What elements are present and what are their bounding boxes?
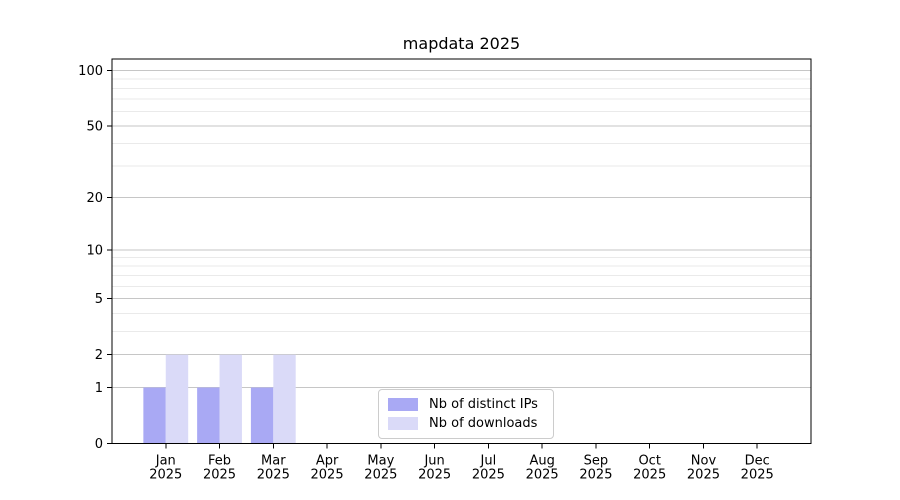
x-tick-label-year-mar: 2025 <box>257 468 290 483</box>
x-tick-label-month-apr: Apr <box>316 454 339 469</box>
y-tick-label-5: 5 <box>95 292 103 307</box>
x-tick-label-month-sep: Sep <box>584 454 609 469</box>
bar-nb-of-downloads-jan <box>165 354 189 444</box>
x-tick-label-month-aug: Aug <box>529 454 554 469</box>
x-tick-label-month-jul: Jul <box>480 454 497 469</box>
x-tick-label-month-jun: Jun <box>423 454 444 469</box>
legend-swatch-distinct-ips <box>388 398 418 411</box>
x-tick-label-year-feb: 2025 <box>203 468 236 483</box>
x-tick-label-month-dec: Dec <box>745 454 770 469</box>
x-tick-label-year-nov: 2025 <box>687 468 720 483</box>
x-tick-label-year-sep: 2025 <box>579 468 612 483</box>
bar-nb-of-distinct-ips-jan <box>143 387 166 444</box>
x-tick-label-year-aug: 2025 <box>526 468 559 483</box>
legend-label-downloads: Nb of downloads <box>429 416 538 431</box>
legend-swatch-downloads <box>388 417 418 430</box>
x-tick-label-month-oct: Oct <box>638 454 660 469</box>
y-tick-label-50: 50 <box>86 119 103 134</box>
y-tick-label-0: 0 <box>95 437 103 452</box>
legend-item-distinct-ips: Nb of distinct IPs <box>388 397 544 412</box>
x-tick-label-year-jul: 2025 <box>472 468 505 483</box>
x-tick-label-month-jan: Jan <box>155 454 176 469</box>
bar-nb-of-downloads-mar <box>273 354 296 444</box>
legend: Nb of distinct IPs Nb of downloads <box>378 389 554 439</box>
y-tick-label-10: 10 <box>86 243 103 258</box>
x-tick-label-year-jun: 2025 <box>418 468 451 483</box>
x-tick-label-month-feb: Feb <box>208 454 231 469</box>
bar-nb-of-distinct-ips-feb <box>197 387 220 444</box>
x-tick-label-year-apr: 2025 <box>311 468 344 483</box>
axis-frame <box>111 58 812 444</box>
legend-label-distinct-ips: Nb of distinct IPs <box>429 397 538 412</box>
bar-nb-of-downloads-feb <box>219 354 242 444</box>
y-tick-label-100: 100 <box>78 64 103 79</box>
x-tick-label-year-jan: 2025 <box>149 468 182 483</box>
bar-nb-of-distinct-ips-mar <box>250 387 274 444</box>
x-tick-label-year-dec: 2025 <box>741 468 774 483</box>
x-tick-label-month-mar: Mar <box>261 454 286 469</box>
x-tick-label-year-may: 2025 <box>364 468 397 483</box>
x-tick-label-month-nov: Nov <box>691 454 717 469</box>
x-tick-label-month-may: May <box>367 454 394 469</box>
chart-title: mapdata 2025 <box>402 34 521 53</box>
x-tick-label-year-oct: 2025 <box>633 468 666 483</box>
legend-item-downloads: Nb of downloads <box>388 416 544 431</box>
y-tick-label-1: 1 <box>95 381 103 396</box>
y-tick-label-2: 2 <box>95 348 103 363</box>
y-tick-label-20: 20 <box>86 191 103 206</box>
